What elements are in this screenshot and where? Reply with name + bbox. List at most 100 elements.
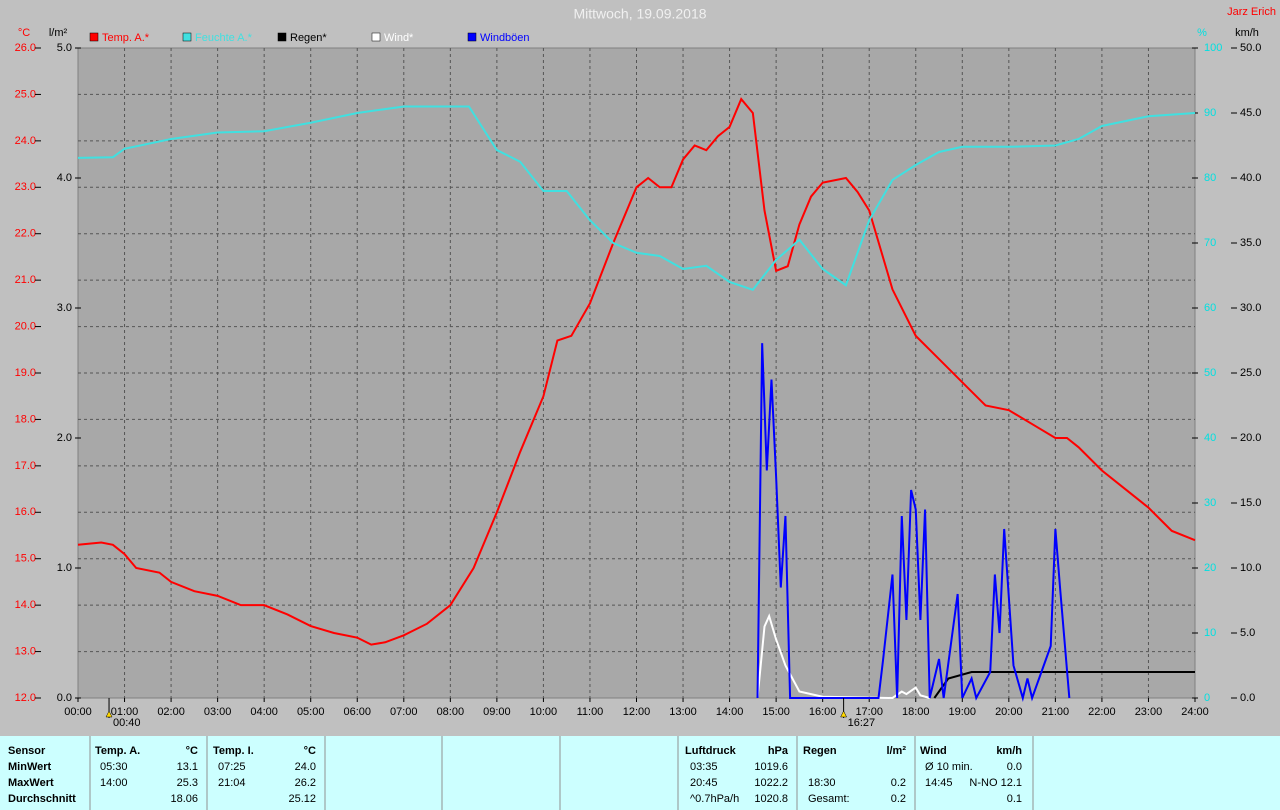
cell-value: 0.1 bbox=[1007, 793, 1022, 805]
cell-time: Ø 10 min. bbox=[925, 761, 973, 773]
x-tick-label: 09:00 bbox=[483, 706, 511, 718]
table-header: Regen bbox=[803, 745, 837, 757]
cell-value: 13.1 bbox=[177, 761, 198, 773]
y-tick-label: 21.0 bbox=[15, 274, 36, 286]
y-tick-label: 30.0 bbox=[1240, 302, 1261, 314]
legend-swatch bbox=[277, 32, 287, 42]
x-tick-label: 07:00 bbox=[390, 706, 418, 718]
y-tick-label: 1.0 bbox=[57, 562, 72, 574]
x-tick-label: 11:00 bbox=[577, 706, 604, 718]
stats-table-bg bbox=[0, 736, 1280, 810]
x-tick-label: 13:00 bbox=[669, 706, 697, 718]
y-tick-label: 20.0 bbox=[1240, 432, 1261, 444]
x-tick-label: 08:00 bbox=[437, 706, 465, 718]
y-tick-label: 5.0 bbox=[57, 42, 72, 54]
row-label: MinWert bbox=[8, 761, 52, 773]
x-tick-label: 24:00 bbox=[1181, 706, 1209, 718]
cell-time: Gesamt: bbox=[808, 793, 850, 805]
y-tick-label: 16.0 bbox=[15, 506, 36, 518]
y-tick-label: 15.0 bbox=[15, 553, 36, 565]
y-tick-label: 24.0 bbox=[15, 135, 36, 147]
cell-time: ^0.7hPa/h bbox=[690, 793, 739, 805]
x-tick-label: 12:00 bbox=[623, 706, 651, 718]
y-tick-label: 90 bbox=[1204, 107, 1216, 119]
legend-swatch bbox=[182, 32, 192, 42]
cell-value: 0.2 bbox=[891, 777, 906, 789]
x-tick-label: 06:00 bbox=[343, 706, 371, 718]
y-tick-label: 20.0 bbox=[15, 320, 36, 332]
legend-label: Feuchte A.* bbox=[195, 32, 253, 44]
y-tick-label: 45.0 bbox=[1240, 107, 1261, 119]
y-tick-label: 80 bbox=[1204, 172, 1216, 184]
y-tick-label: 60 bbox=[1204, 302, 1216, 314]
legend-label: Wind* bbox=[384, 32, 414, 44]
cell-time: 05:30 bbox=[100, 761, 128, 773]
y-tick-label: 5.0 bbox=[1240, 627, 1255, 639]
x-tick-label: 19:00 bbox=[949, 706, 977, 718]
series-line bbox=[756, 613, 930, 700]
cell-value: 0.0 bbox=[1007, 761, 1022, 773]
cell-time: 14:45 bbox=[925, 777, 953, 789]
cell-time: 14:00 bbox=[100, 777, 128, 789]
annotation-label: 00:40 bbox=[113, 717, 141, 729]
legend-label: Regen* bbox=[290, 32, 327, 44]
x-tick-label: 23:00 bbox=[1135, 706, 1163, 718]
x-tick-label: 21:00 bbox=[1042, 706, 1070, 718]
x-tick-label: 17:00 bbox=[855, 706, 883, 718]
y-tick-label: 0.0 bbox=[1240, 692, 1255, 704]
y-tick-label: 2.0 bbox=[57, 432, 72, 444]
legend-swatch bbox=[371, 32, 381, 42]
table-header-unit: l/m² bbox=[886, 745, 906, 757]
x-tick-label: 14:00 bbox=[716, 706, 744, 718]
y-tick-label: 17.0 bbox=[15, 460, 36, 472]
y-tick-label: 12.0 bbox=[15, 692, 36, 704]
series-line bbox=[77, 105, 1196, 291]
series-line bbox=[933, 671, 1195, 699]
cell-time: 07:25 bbox=[218, 761, 246, 773]
y-tick-label: 40.0 bbox=[1240, 172, 1261, 184]
x-tick-label: 04:00 bbox=[250, 706, 278, 718]
cell-value: 25.3 bbox=[177, 777, 198, 789]
stats-table: Sensor Temp. A. °C Temp. I. °C Luftdruck hPa Re… bbox=[8, 736, 1034, 810]
x-tick-label: 16:00 bbox=[809, 706, 837, 718]
axis-unit: % bbox=[1197, 27, 1207, 39]
x-tick-label: 05:00 bbox=[297, 706, 325, 718]
annotation-label: 16:27 bbox=[848, 717, 876, 729]
x-tick-label: 10:00 bbox=[530, 706, 558, 718]
cell-time: 18:30 bbox=[808, 777, 836, 789]
table-header: Temp. A. bbox=[95, 745, 140, 757]
legend-label: Windböen bbox=[480, 32, 530, 44]
cell-value: N-NO 12.1 bbox=[969, 777, 1022, 789]
table-header: Luftdruck bbox=[685, 745, 737, 757]
axis-unit: l/m² bbox=[49, 27, 68, 39]
cell-time: 03:35 bbox=[690, 761, 718, 773]
y-tick-label: 30 bbox=[1204, 497, 1216, 509]
y-tick-label: 35.0 bbox=[1240, 237, 1261, 249]
x-tick-label: 00:00 bbox=[64, 706, 92, 718]
cell-value: 24.0 bbox=[295, 761, 316, 773]
chart-title: Mittwoch, 19.09.2018 bbox=[573, 6, 706, 22]
table-header: Wind bbox=[920, 745, 947, 757]
table-header-unit: hPa bbox=[768, 745, 789, 757]
axis-unit: °C bbox=[18, 27, 30, 39]
sun-icon bbox=[840, 710, 848, 718]
y-tick-label: 40 bbox=[1204, 432, 1216, 444]
y-tick-label: 50.0 bbox=[1240, 42, 1261, 54]
row-label: MaxWert bbox=[8, 777, 54, 789]
cell-value: 25.12 bbox=[288, 793, 316, 805]
legend-swatch bbox=[89, 32, 99, 42]
series-line bbox=[756, 343, 1071, 702]
x-tick-label: 01:00 bbox=[111, 706, 139, 718]
cell-value: 1020.8 bbox=[754, 793, 788, 805]
y-tick-label: 18.0 bbox=[15, 413, 36, 425]
cell-value: 0.2 bbox=[891, 793, 906, 805]
y-tick-label: 15.0 bbox=[1240, 497, 1261, 509]
cell-value: 1022.2 bbox=[754, 777, 788, 789]
x-tick-label: 03:00 bbox=[204, 706, 232, 718]
x-tick-label: 22:00 bbox=[1088, 706, 1116, 718]
x-tick-label: 02:00 bbox=[157, 706, 185, 718]
y-tick-label: 13.0 bbox=[15, 645, 36, 657]
table-header-unit: °C bbox=[186, 745, 198, 757]
cell-time: 20:45 bbox=[690, 777, 718, 789]
